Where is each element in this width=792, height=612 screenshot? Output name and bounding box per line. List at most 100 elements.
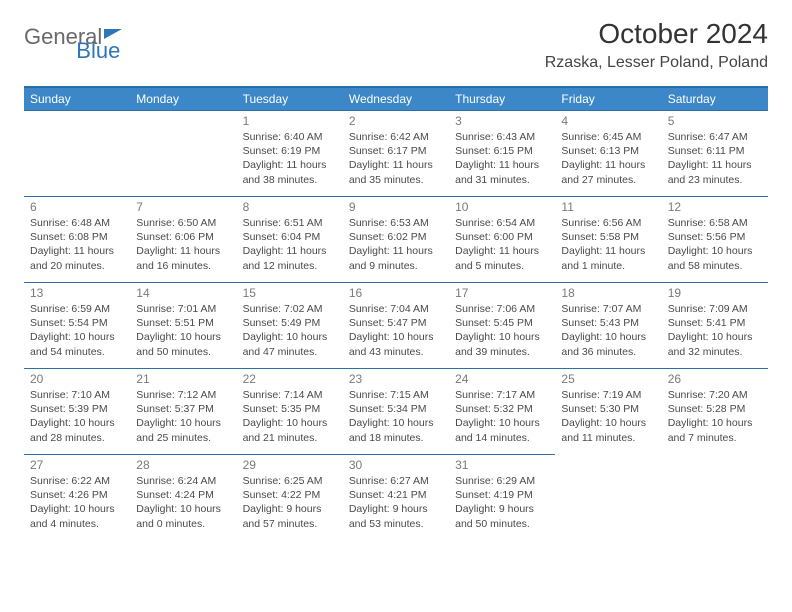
day-number: 18 (561, 286, 655, 300)
sunrise-text: Sunrise: 6:48 AM (30, 216, 124, 230)
sunset-text: Sunset: 5:56 PM (668, 230, 762, 244)
calendar-day-cell: 17Sunrise: 7:06 AMSunset: 5:45 PMDayligh… (449, 283, 555, 369)
sunrise-text: Sunrise: 7:19 AM (561, 388, 655, 402)
sunset-text: Sunset: 6:06 PM (136, 230, 230, 244)
calendar-day-cell: 24Sunrise: 7:17 AMSunset: 5:32 PMDayligh… (449, 369, 555, 455)
daylight-text: Daylight: 10 hours (30, 330, 124, 344)
calendar-day-cell: 12Sunrise: 6:58 AMSunset: 5:56 PMDayligh… (662, 197, 768, 283)
calendar-day-cell: 29Sunrise: 6:25 AMSunset: 4:22 PMDayligh… (237, 455, 343, 541)
sunset-text: Sunset: 5:51 PM (136, 316, 230, 330)
daylight-text: Daylight: 10 hours (561, 416, 655, 430)
calendar-day-cell: 11Sunrise: 6:56 AMSunset: 5:58 PMDayligh… (555, 197, 661, 283)
daylight-text: and 31 minutes. (455, 173, 549, 187)
calendar-day-cell: 16Sunrise: 7:04 AMSunset: 5:47 PMDayligh… (343, 283, 449, 369)
sunset-text: Sunset: 6:15 PM (455, 144, 549, 158)
sunset-text: Sunset: 6:00 PM (455, 230, 549, 244)
sunset-text: Sunset: 5:39 PM (30, 402, 124, 416)
calendar-day-cell: 19Sunrise: 7:09 AMSunset: 5:41 PMDayligh… (662, 283, 768, 369)
daylight-text: and 39 minutes. (455, 345, 549, 359)
sunset-text: Sunset: 5:37 PM (136, 402, 230, 416)
daylight-text: Daylight: 10 hours (349, 330, 443, 344)
weekday-thursday: Thursday (449, 87, 555, 111)
weekday-sunday: Sunday (24, 87, 130, 111)
daylight-text: and 36 minutes. (561, 345, 655, 359)
sunrise-text: Sunrise: 6:50 AM (136, 216, 230, 230)
day-number: 9 (349, 200, 443, 214)
daylight-text: and 28 minutes. (30, 431, 124, 445)
daylight-text: and 9 minutes. (349, 259, 443, 273)
day-number: 14 (136, 286, 230, 300)
sunset-text: Sunset: 6:08 PM (30, 230, 124, 244)
daylight-text: and 43 minutes. (349, 345, 443, 359)
daylight-text: and 0 minutes. (136, 517, 230, 531)
daylight-text: and 14 minutes. (455, 431, 549, 445)
daylight-text: Daylight: 10 hours (136, 416, 230, 430)
sunrise-text: Sunrise: 6:45 AM (561, 130, 655, 144)
calendar-day-cell (24, 111, 130, 197)
sunset-text: Sunset: 5:58 PM (561, 230, 655, 244)
logo: General Blue (24, 24, 178, 50)
sunrise-text: Sunrise: 7:02 AM (243, 302, 337, 316)
calendar-day-cell: 31Sunrise: 6:29 AMSunset: 4:19 PMDayligh… (449, 455, 555, 541)
sunrise-text: Sunrise: 7:04 AM (349, 302, 443, 316)
sunrise-text: Sunrise: 7:09 AM (668, 302, 762, 316)
header: General Blue October 2024 Rzaska, Lesser… (24, 18, 768, 72)
day-number: 19 (668, 286, 762, 300)
sunrise-text: Sunrise: 7:07 AM (561, 302, 655, 316)
sunrise-text: Sunrise: 7:17 AM (455, 388, 549, 402)
sunset-text: Sunset: 5:43 PM (561, 316, 655, 330)
sunrise-text: Sunrise: 7:20 AM (668, 388, 762, 402)
daylight-text: and 54 minutes. (30, 345, 124, 359)
daylight-text: Daylight: 11 hours (30, 244, 124, 258)
daylight-text: and 5 minutes. (455, 259, 549, 273)
sunset-text: Sunset: 5:32 PM (455, 402, 549, 416)
daylight-text: Daylight: 11 hours (455, 244, 549, 258)
daylight-text: Daylight: 11 hours (243, 244, 337, 258)
sunrise-text: Sunrise: 6:59 AM (30, 302, 124, 316)
day-number: 30 (349, 458, 443, 472)
daylight-text: Daylight: 9 hours (455, 502, 549, 516)
sunrise-text: Sunrise: 6:43 AM (455, 130, 549, 144)
logo-text-blue: Blue (76, 38, 120, 64)
sunrise-text: Sunrise: 7:06 AM (455, 302, 549, 316)
day-number: 24 (455, 372, 549, 386)
sunrise-text: Sunrise: 7:10 AM (30, 388, 124, 402)
weekday-monday: Monday (130, 87, 236, 111)
day-number: 26 (668, 372, 762, 386)
calendar-day-cell: 13Sunrise: 6:59 AMSunset: 5:54 PMDayligh… (24, 283, 130, 369)
calendar-body: 1Sunrise: 6:40 AMSunset: 6:19 PMDaylight… (24, 111, 768, 541)
calendar-day-cell: 8Sunrise: 6:51 AMSunset: 6:04 PMDaylight… (237, 197, 343, 283)
daylight-text: Daylight: 11 hours (136, 244, 230, 258)
calendar-day-cell: 6Sunrise: 6:48 AMSunset: 6:08 PMDaylight… (24, 197, 130, 283)
calendar-week-row: 20Sunrise: 7:10 AMSunset: 5:39 PMDayligh… (24, 369, 768, 455)
sunset-text: Sunset: 6:17 PM (349, 144, 443, 158)
daylight-text: and 32 minutes. (668, 345, 762, 359)
calendar-day-cell: 15Sunrise: 7:02 AMSunset: 5:49 PMDayligh… (237, 283, 343, 369)
daylight-text: and 20 minutes. (30, 259, 124, 273)
sunrise-text: Sunrise: 6:29 AM (455, 474, 549, 488)
weekday-friday: Friday (555, 87, 661, 111)
daylight-text: Daylight: 9 hours (349, 502, 443, 516)
daylight-text: and 16 minutes. (136, 259, 230, 273)
daylight-text: Daylight: 10 hours (668, 244, 762, 258)
sunset-text: Sunset: 5:28 PM (668, 402, 762, 416)
day-number: 1 (243, 114, 337, 128)
daylight-text: Daylight: 10 hours (455, 330, 549, 344)
daylight-text: and 35 minutes. (349, 173, 443, 187)
daylight-text: and 57 minutes. (243, 517, 337, 531)
day-number: 15 (243, 286, 337, 300)
day-number: 17 (455, 286, 549, 300)
daylight-text: and 58 minutes. (668, 259, 762, 273)
calendar-day-cell: 22Sunrise: 7:14 AMSunset: 5:35 PMDayligh… (237, 369, 343, 455)
daylight-text: and 18 minutes. (349, 431, 443, 445)
calendar-day-cell: 14Sunrise: 7:01 AMSunset: 5:51 PMDayligh… (130, 283, 236, 369)
day-number: 12 (668, 200, 762, 214)
sunset-text: Sunset: 5:54 PM (30, 316, 124, 330)
calendar-day-cell: 7Sunrise: 6:50 AMSunset: 6:06 PMDaylight… (130, 197, 236, 283)
day-number: 3 (455, 114, 549, 128)
sunset-text: Sunset: 5:35 PM (243, 402, 337, 416)
daylight-text: and 4 minutes. (30, 517, 124, 531)
weekday-saturday: Saturday (662, 87, 768, 111)
day-number: 23 (349, 372, 443, 386)
daylight-text: and 11 minutes. (561, 431, 655, 445)
